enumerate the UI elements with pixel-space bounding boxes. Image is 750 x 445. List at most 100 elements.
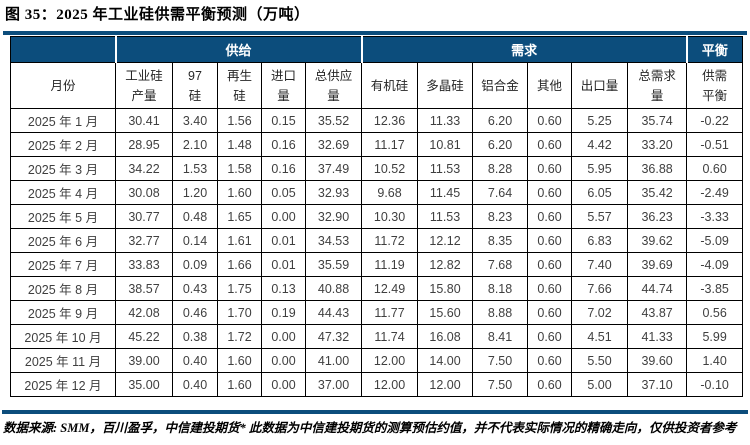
- col-header-97-silicon: 97 硅: [172, 62, 218, 109]
- value-cell: 0.60: [527, 228, 573, 253]
- value-cell: 12.12: [417, 228, 474, 253]
- table-row: 2025 年 1 月 30.41 3.40 1.56 0.15 35.52 12.36 11.…: [10, 108, 744, 133]
- value-cell: 0.19: [261, 300, 306, 325]
- value-cell: 2.10: [172, 132, 218, 157]
- table-body: 2025 年 1 月 30.41 3.40 1.56 0.15 35.52 12.36 11.…: [10, 108, 744, 397]
- month-cell: 2025 年 11 月: [10, 348, 116, 373]
- table-row: 2025 年 11 月 39.00 0.40 1.60 0.00 41.00 12.00 14…: [10, 348, 744, 373]
- value-cell: 11.74: [361, 324, 419, 349]
- col-header-import-volume: 进口 量: [261, 62, 306, 109]
- value-cell: 44.43: [304, 300, 363, 325]
- value-cell: 0.56: [686, 300, 744, 325]
- value-cell: 1.20: [172, 180, 218, 205]
- month-cell: 2025 年 9 月: [10, 300, 116, 325]
- value-cell: 3.40: [172, 108, 218, 133]
- value-cell: 1.75: [217, 276, 262, 301]
- value-cell: -5.09: [686, 228, 744, 253]
- value-cell: 0.09: [172, 252, 218, 277]
- value-cell: 1.70: [217, 300, 262, 325]
- month-cell: 2025 年 6 月: [10, 228, 116, 253]
- value-cell: 30.41: [115, 108, 173, 133]
- value-cell: 0.60: [527, 324, 573, 349]
- value-cell: 11.53: [417, 156, 474, 181]
- value-cell: 0.43: [172, 276, 218, 301]
- value-cell: 35.42: [627, 180, 688, 205]
- value-cell: 0.16: [261, 156, 306, 181]
- table-row: 2025 年 7 月 33.83 0.09 1.66 0.01 35.59 11.19 12.…: [10, 252, 744, 277]
- value-cell: 12.36: [361, 108, 419, 133]
- value-cell: 0.46: [172, 300, 218, 325]
- col-header-recycled-silicon: 再生 硅: [217, 62, 262, 109]
- value-cell: 0.60: [527, 300, 573, 325]
- value-cell: 1.56: [217, 108, 262, 133]
- value-cell: 1.61: [217, 228, 262, 253]
- value-cell: 39.69: [627, 252, 688, 277]
- value-cell: -0.51: [686, 132, 744, 157]
- value-cell: 1.48: [217, 132, 262, 157]
- value-cell: 37.10: [627, 372, 688, 397]
- value-cell: 15.60: [417, 300, 474, 325]
- value-cell: -0.22: [686, 108, 744, 133]
- value-cell: 33.20: [627, 132, 688, 157]
- value-cell: 30.08: [115, 180, 173, 205]
- value-cell: 0.16: [261, 132, 306, 157]
- value-cell: 12.82: [417, 252, 474, 277]
- group-header-row: 供给 需求 平衡: [10, 36, 744, 63]
- value-cell: 15.80: [417, 276, 474, 301]
- value-cell: 32.69: [304, 132, 363, 157]
- value-cell: 0.48: [172, 204, 218, 229]
- value-cell: 34.53: [304, 228, 363, 253]
- table-row: 2025 年 3 月 34.22 1.53 1.58 0.16 37.49 10.52 11.…: [10, 156, 744, 181]
- value-cell: 0.60: [527, 372, 573, 397]
- col-header-total-supply: 总供应 量: [304, 62, 363, 109]
- col-header-aluminum-alloy: 铝合金: [472, 62, 529, 109]
- value-cell: 12.49: [361, 276, 419, 301]
- table-row: 2025 年 4 月 30.08 1.20 1.60 0.05 32.93 9.68 11.4…: [10, 180, 744, 205]
- group-header-demand: 需求: [360, 36, 688, 63]
- table-row: 2025 年 5 月 30.77 0.48 1.65 0.00 32.90 10.30 11.…: [10, 204, 744, 229]
- value-cell: -0.10: [686, 372, 744, 397]
- value-cell: 14.00: [417, 348, 474, 373]
- value-cell: 11.19: [361, 252, 419, 277]
- value-cell: 1.66: [217, 252, 262, 277]
- table-row: 2025 年 2 月 28.95 2.10 1.48 0.16 32.69 11.17 10.…: [10, 132, 744, 157]
- month-cell: 2025 年 7 月: [10, 252, 116, 277]
- value-cell: 1.40: [686, 348, 744, 373]
- col-header-export-volume: 出口量: [571, 62, 629, 109]
- top-divider: [3, 31, 747, 35]
- value-cell: 6.05: [571, 180, 629, 205]
- value-cell: 1.60: [217, 180, 262, 205]
- value-cell: 11.45: [417, 180, 474, 205]
- value-cell: 0.40: [172, 372, 218, 397]
- data-source-note: 数据来源: SMM，百川盈孚，中信建投期货* 此数据为中信建投期货的测算预估约值…: [3, 421, 737, 435]
- value-cell: 7.50: [472, 372, 529, 397]
- col-header-total-demand: 总需求 量: [627, 62, 688, 109]
- value-cell: -2.49: [686, 180, 744, 205]
- value-cell: 45.22: [115, 324, 173, 349]
- value-cell: 11.53: [417, 204, 474, 229]
- value-cell: 36.23: [627, 204, 688, 229]
- group-header-supply: 供给: [114, 36, 363, 63]
- page-title: 图 35：2025 年工业硅供需平衡预测（万吨）: [5, 7, 310, 23]
- value-cell: 0.01: [261, 252, 306, 277]
- value-cell: 0.60: [527, 156, 573, 181]
- col-header-supply-demand-balance: 供需 平衡: [686, 62, 744, 109]
- value-cell: 11.17: [361, 132, 419, 157]
- value-cell: 0.60: [527, 276, 573, 301]
- table-row: 2025 年 10 月 45.22 0.38 1.72 0.00 47.32 11.74 16…: [10, 324, 744, 349]
- value-cell: 0.60: [527, 108, 573, 133]
- table-row: 2025 年 12 月 35.00 0.40 1.60 0.00 37.00 12.00 12…: [10, 372, 744, 397]
- value-cell: 0.40: [172, 348, 218, 373]
- value-cell: 0.13: [261, 276, 306, 301]
- value-cell: 1.53: [172, 156, 218, 181]
- month-cell: 2025 年 4 月: [10, 180, 116, 205]
- value-cell: 12.00: [361, 372, 419, 397]
- value-cell: 30.77: [115, 204, 173, 229]
- value-cell: 6.20: [472, 132, 529, 157]
- value-cell: 39.62: [627, 228, 688, 253]
- value-cell: 7.40: [571, 252, 629, 277]
- col-header-industrial-silicon-output: 工业硅 产量: [115, 62, 173, 109]
- value-cell: 9.68: [361, 180, 419, 205]
- value-cell: 8.35: [472, 228, 529, 253]
- value-cell: 12.00: [417, 372, 474, 397]
